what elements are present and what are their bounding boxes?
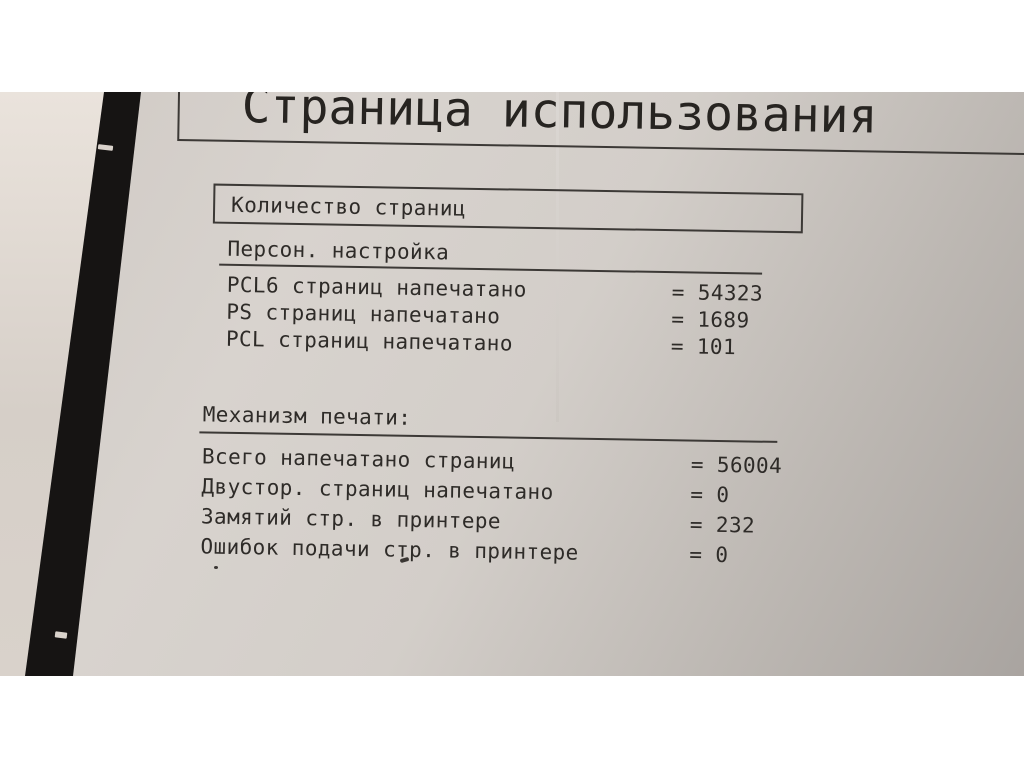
row-value: 1689	[697, 307, 750, 333]
page-title: Страница использования	[241, 92, 878, 145]
title-box: Страница использования	[177, 92, 1024, 157]
section-personal-settings: Персон. настройка PCL6 страниц напечатан…	[201, 235, 843, 363]
page-count-box: Количество страниц	[212, 183, 804, 234]
equals-sign: =	[690, 452, 705, 477]
row-label: Ошибок подачи стр. в принтере	[200, 534, 579, 565]
equals-sign: =	[689, 542, 703, 567]
section-rows: PCL6 страниц напечатано = 54323 PS стран…	[201, 271, 842, 363]
row-value: 56004	[716, 452, 783, 479]
page-count-box-label: Количество страниц	[230, 192, 467, 221]
paper-crease	[556, 92, 559, 422]
photo-area: Страница использования Количество страни…	[0, 92, 1024, 676]
dust-speck	[214, 566, 218, 569]
printed-document: Страница использования Количество страни…	[0, 92, 1024, 676]
equals-sign: =	[689, 512, 704, 537]
equals-sign: =	[690, 482, 704, 507]
equals-sign: =	[671, 280, 686, 305]
section-rows: Всего напечатано страниц = 56004 Двустор…	[197, 441, 839, 572]
row-value: 0	[716, 482, 730, 508]
row-label: PCL страниц напечатано	[225, 326, 514, 356]
row-value: 232	[715, 512, 756, 538]
row-value: 101	[696, 334, 737, 360]
dust-speck	[449, 344, 452, 347]
section-heading: Механизм печати:	[199, 401, 778, 443]
row-label: Замятий стр. в принтере	[200, 504, 502, 534]
row-value: 54323	[697, 280, 764, 306]
equals-sign: =	[670, 334, 685, 359]
equals-sign: =	[671, 307, 685, 332]
section-heading: Персон. настройка	[219, 235, 763, 275]
row-value: 0	[715, 542, 729, 568]
section-print-engine: Механизм печати: Всего напечатано страни…	[197, 401, 840, 572]
